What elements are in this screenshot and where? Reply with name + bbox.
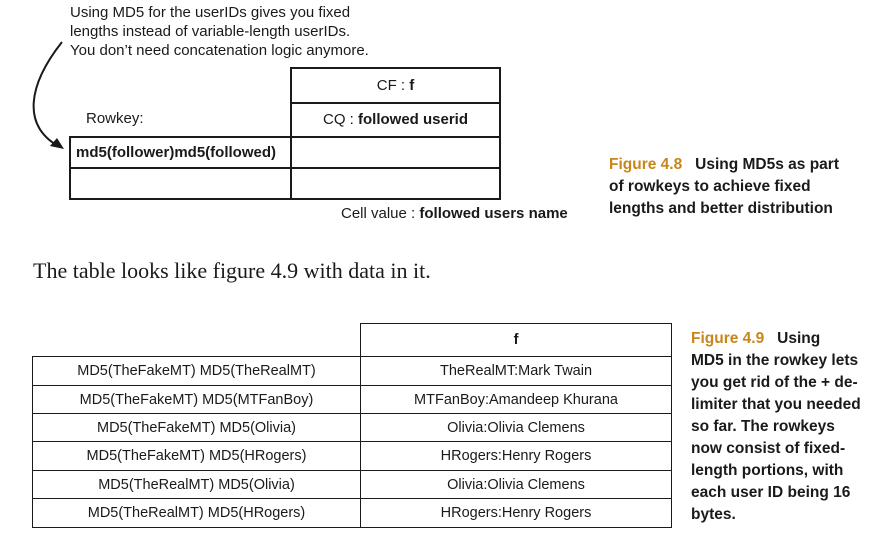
rowkey-value: md5(follower)md5(followed) <box>76 144 276 161</box>
cf-label: CF : f <box>376 77 415 94</box>
table-row-value: Olivia:Olivia Clemens <box>360 470 672 499</box>
body-paragraph: The table looks like figure 4.9 with dat… <box>33 258 431 283</box>
annotation-text: Using MD5 for the userIDs gives you fixe… <box>70 3 430 60</box>
table-row-rowkey: MD5(TheFakeMT) MD5(Olivia) <box>32 413 361 442</box>
annotation-line: You don’t need concatenation logic anymo… <box>70 42 369 59</box>
annotation-line: lengths instead of variable-length userI… <box>70 23 351 40</box>
empty-value-cell <box>290 167 501 200</box>
table-row-value: HRogers:Henry Rogers <box>360 441 672 471</box>
figure-4-9-caption: Figure 4.9 Using MD5 in the rowkey lets … <box>691 330 861 523</box>
value-cell <box>290 136 501 169</box>
rowkey-label: Rowkey: <box>86 110 144 127</box>
table-row-rowkey: MD5(TheRealMT) MD5(Olivia) <box>32 470 361 499</box>
cell-value-value: followed users name <box>419 205 568 222</box>
table-row-rowkey: MD5(TheFakeMT) MD5(HRogers) <box>32 441 361 471</box>
table-row-value: MTFanBoy:Amandeep Khurana <box>360 385 672 414</box>
empty-rowkey-cell <box>69 167 292 200</box>
table-row-rowkey: MD5(TheFakeMT) MD5(MTFanBoy) <box>32 385 361 414</box>
table-row-value: Olivia:Olivia Clemens <box>360 413 672 442</box>
cell-value-label: Cell value : followed users name <box>341 205 568 222</box>
table-row-value: HRogers:Henry Rogers <box>360 498 672 528</box>
figure-4-8-number: Figure 4.8 <box>609 156 683 173</box>
table-row-value: TheRealMT:Mark Twain <box>360 356 672 386</box>
annotation-line: Using MD5 for the userIDs gives you fixe… <box>70 4 351 21</box>
figure-4-8-caption: Figure 4.8 Using MD5s as part of rowkeys… <box>609 156 839 217</box>
table-row-rowkey: MD5(TheFakeMT) MD5(TheRealMT) <box>32 356 361 386</box>
cq-value: followed userid <box>358 111 469 128</box>
cq-label: CQ : followed userid <box>322 111 469 128</box>
cf-value: f <box>409 77 415 94</box>
figure-4-9-number: Figure 4.9 <box>691 330 765 347</box>
table-header-f: f <box>360 323 672 357</box>
table-row-rowkey: MD5(TheRealMT) MD5(HRogers) <box>32 498 361 528</box>
